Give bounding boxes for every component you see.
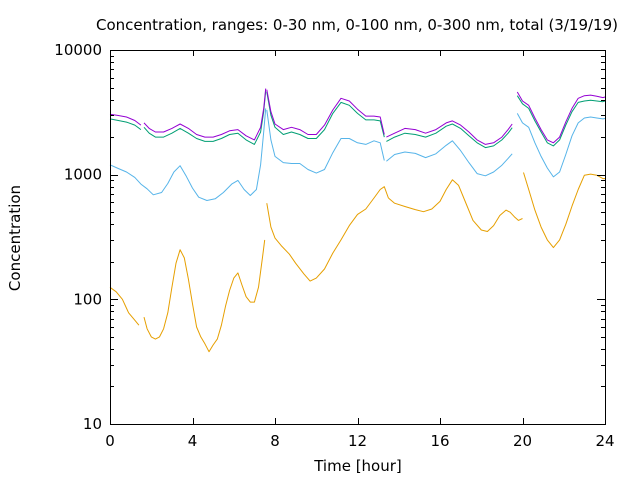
series-1-line [388,179,523,232]
series-2-line [386,140,513,177]
y-tick-label: 10000 [54,41,102,59]
series-4-line [386,120,513,145]
y-tick-label: 100 [73,290,102,308]
series-3-line [386,123,513,149]
plot-frame [110,50,606,425]
series-layer [109,88,606,353]
series-3-line [516,95,606,147]
series-2-line [516,113,606,178]
series-2-line [266,109,385,174]
chart-title: Concentration, ranges: 0-30 nm, 0-100 nm… [96,16,618,34]
x-tick-label: 20 [513,432,532,450]
x-tick-label: 4 [188,432,198,450]
y-axis: 10 100 1000 10000 [54,41,605,433]
series-3-line [266,91,385,139]
x-tick-label: 12 [348,432,367,450]
x-tick-label: 0 [105,432,115,450]
x-axis-label: Time [hour] [313,457,402,475]
x-axis: 0 4 8 12 16 20 24 [105,50,615,450]
series-1-line [143,239,266,353]
y-tick-label: 10 [83,415,102,433]
series-3-line [109,118,142,131]
y-axis-label: Concentration [6,185,24,291]
x-tick-label: 24 [595,432,614,450]
series-1-line [266,186,389,282]
y-tick-label: 1000 [64,166,102,184]
series-4-line [266,89,385,135]
series-1-line [109,286,140,326]
x-tick-label: 16 [430,432,449,450]
series-2-line [109,108,267,201]
x-tick-label: 8 [270,432,280,450]
series-4-line [109,113,142,126]
series-1-line [523,172,605,249]
series-4-line [516,91,606,144]
series-4-line [143,88,267,141]
series-3-line [143,90,267,145]
